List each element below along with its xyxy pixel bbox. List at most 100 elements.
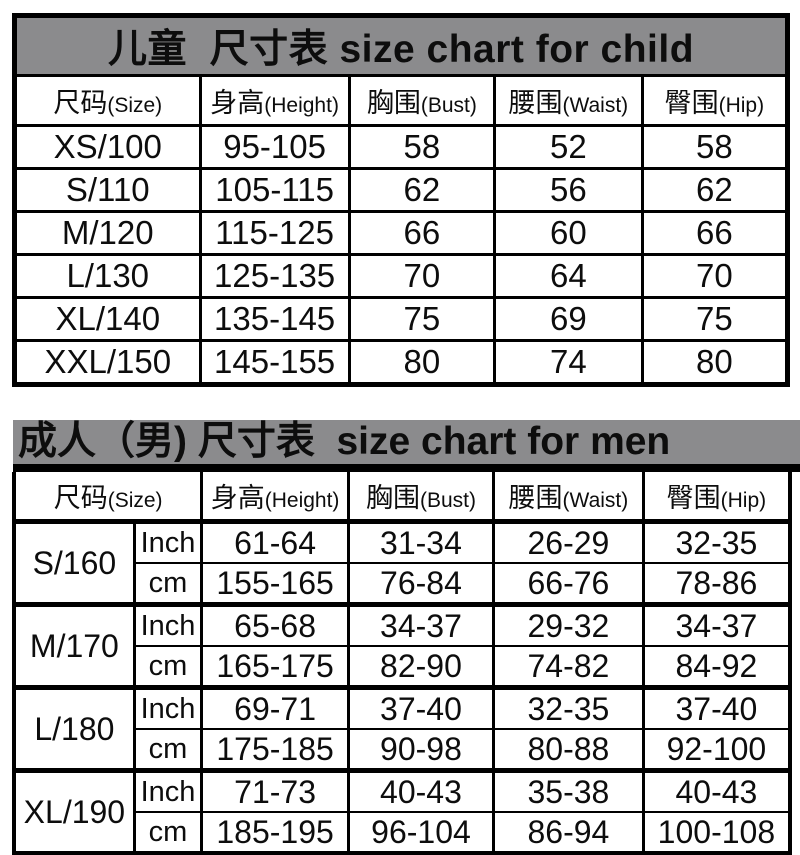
column-header-bust: 胸围(Bust) [346, 472, 496, 523]
men-title-underline [13, 464, 800, 472]
cell-waist: 80-88 [492, 728, 645, 772]
cell-hip: 37-40 [641, 685, 792, 730]
table-row: cm 175-185 90-98 80-88 92-100 [14, 728, 792, 772]
cell-waist: 66-76 [492, 562, 645, 606]
column-header-bust: 胸围(Bust) [347, 74, 497, 127]
cell-waist: 29-32 [492, 602, 645, 647]
cell-bust: 58 [347, 124, 497, 170]
cell-unit-inch: Inch [132, 768, 204, 813]
table-row: cm 165-175 82-90 74-82 84-92 [14, 645, 792, 689]
cell-bust: 76-84 [346, 562, 496, 606]
cell-waist: 26-29 [492, 519, 645, 564]
child-chart-title: 儿童 尺寸表 size chart for child [13, 14, 789, 77]
column-header-waist: 腰围(Waist) [493, 74, 644, 127]
cell-hip: 32-35 [641, 519, 792, 564]
cell-height: 105-115 [198, 167, 351, 213]
column-header-height: 身高(Height) [198, 74, 351, 127]
cell-bust: 66 [347, 210, 497, 256]
cell-waist: 32-35 [492, 685, 645, 730]
cell-waist: 52 [493, 124, 644, 170]
cell-unit-cm: cm [132, 645, 204, 689]
column-header-waist: 腰围(Waist) [492, 472, 645, 523]
cell-size: L/130 [13, 253, 202, 299]
cell-waist: 60 [493, 210, 644, 256]
table-row: L/130 125-135 70 64 70 [13, 253, 790, 299]
cell-bust: 62 [347, 167, 497, 213]
column-header-hip: 臀围(Hip) [640, 74, 790, 127]
cell-height: 175-185 [200, 728, 350, 772]
cell-size: S/160 [12, 519, 136, 606]
cell-unit-cm: cm [132, 562, 204, 606]
cell-hip: 70 [640, 253, 790, 299]
cell-height: 61-64 [200, 519, 350, 564]
cell-height: 95-105 [198, 124, 351, 170]
table-row: M/170 Inch 65-68 34-37 29-32 34-37 [12, 602, 792, 689]
cell-hip: 80 [640, 339, 790, 386]
cell-bust: 75 [347, 296, 497, 342]
cell-unit-inch: Inch [132, 602, 204, 647]
table-row: XL/140 135-145 75 69 75 [13, 296, 790, 342]
child-header-row: 尺码(Size) 身高(Height) 胸围(Bust) 腰围(Waist) 臀… [13, 74, 790, 127]
cell-hip: 40-43 [641, 768, 792, 813]
cell-size: M/120 [13, 210, 202, 256]
cell-unit-inch: Inch [132, 519, 204, 564]
cell-unit-cm: cm [132, 811, 204, 855]
cell-bust: 34-37 [346, 602, 496, 647]
table-row: XL/190 Inch 71-73 40-43 35-38 40-43 [12, 768, 792, 854]
cell-bust: 90-98 [346, 728, 496, 772]
cell-hip: 34-37 [641, 602, 792, 647]
cell-size: L/180 [12, 685, 136, 772]
cell-hip: 92-100 [641, 728, 792, 772]
cell-height: 155-165 [200, 562, 350, 606]
cell-hip: 66 [640, 210, 790, 256]
table-row: L/180 Inch 69-71 37-40 32-35 37-40 [12, 685, 792, 772]
cell-waist: 35-38 [492, 768, 645, 813]
cell-waist: 56 [493, 167, 644, 213]
cell-height: 185-195 [200, 811, 350, 855]
cell-hip: 58 [640, 124, 790, 170]
cell-hip: 84-92 [641, 645, 792, 689]
cell-height: 135-145 [198, 296, 351, 342]
cell-unit-cm: cm [132, 728, 204, 772]
table-row: XS/100 95-105 58 52 58 [13, 124, 790, 170]
cell-size: XS/100 [13, 124, 202, 170]
cell-height: 71-73 [200, 768, 350, 813]
cell-bust: 96-104 [346, 811, 496, 855]
cell-bust: 80 [347, 339, 497, 386]
child-size-chart: 儿童 尺寸表 size chart for child 尺码(Size) 身高(… [12, 13, 790, 387]
cell-height: 145-155 [198, 339, 351, 386]
column-header-size: 尺码(Size) [13, 74, 202, 127]
column-header-hip: 臀围(Hip) [641, 472, 792, 523]
cell-size: M/170 [12, 602, 136, 689]
cell-waist: 74 [493, 339, 644, 386]
cell-size: S/110 [13, 167, 202, 213]
cell-bust: 82-90 [346, 645, 496, 689]
table-row: XXL/150 145-155 80 74 80 [13, 339, 790, 386]
cell-bust: 40-43 [346, 768, 496, 813]
cell-waist: 64 [493, 253, 644, 299]
cell-size: XXL/150 [13, 339, 202, 386]
cell-waist: 86-94 [492, 811, 645, 855]
cell-waist: 74-82 [492, 645, 645, 689]
cell-bust: 70 [347, 253, 497, 299]
cell-height: 125-135 [198, 253, 351, 299]
table-row: M/120 115-125 66 60 66 [13, 210, 790, 256]
cell-hip: 62 [640, 167, 790, 213]
child-title-row: 儿童 尺寸表 size chart for child [13, 14, 789, 77]
cell-hip: 78-86 [641, 562, 792, 606]
table-row: cm 155-165 76-84 66-76 78-86 [14, 562, 792, 606]
cell-hip: 75 [640, 296, 790, 342]
column-header-height: 身高(Height) [200, 472, 350, 523]
cell-waist: 69 [493, 296, 644, 342]
cell-bust: 31-34 [346, 519, 496, 564]
column-header-size: 尺码(Size) [12, 472, 204, 523]
cell-height: 165-175 [200, 645, 350, 689]
table-row: S/110 105-115 62 56 62 [13, 167, 790, 213]
cell-size: XL/140 [13, 296, 202, 342]
cell-hip: 100-108 [641, 811, 792, 855]
cell-size: XL/190 [12, 768, 136, 854]
cell-height: 69-71 [200, 685, 350, 730]
table-row: S/160 Inch 61-64 31-34 26-29 32-35 [12, 519, 792, 606]
men-size-chart: 尺码(Size) 身高(Height) 胸围(Bust) 腰围(Waist) 臀… [12, 472, 792, 855]
cell-unit-inch: Inch [132, 685, 204, 730]
